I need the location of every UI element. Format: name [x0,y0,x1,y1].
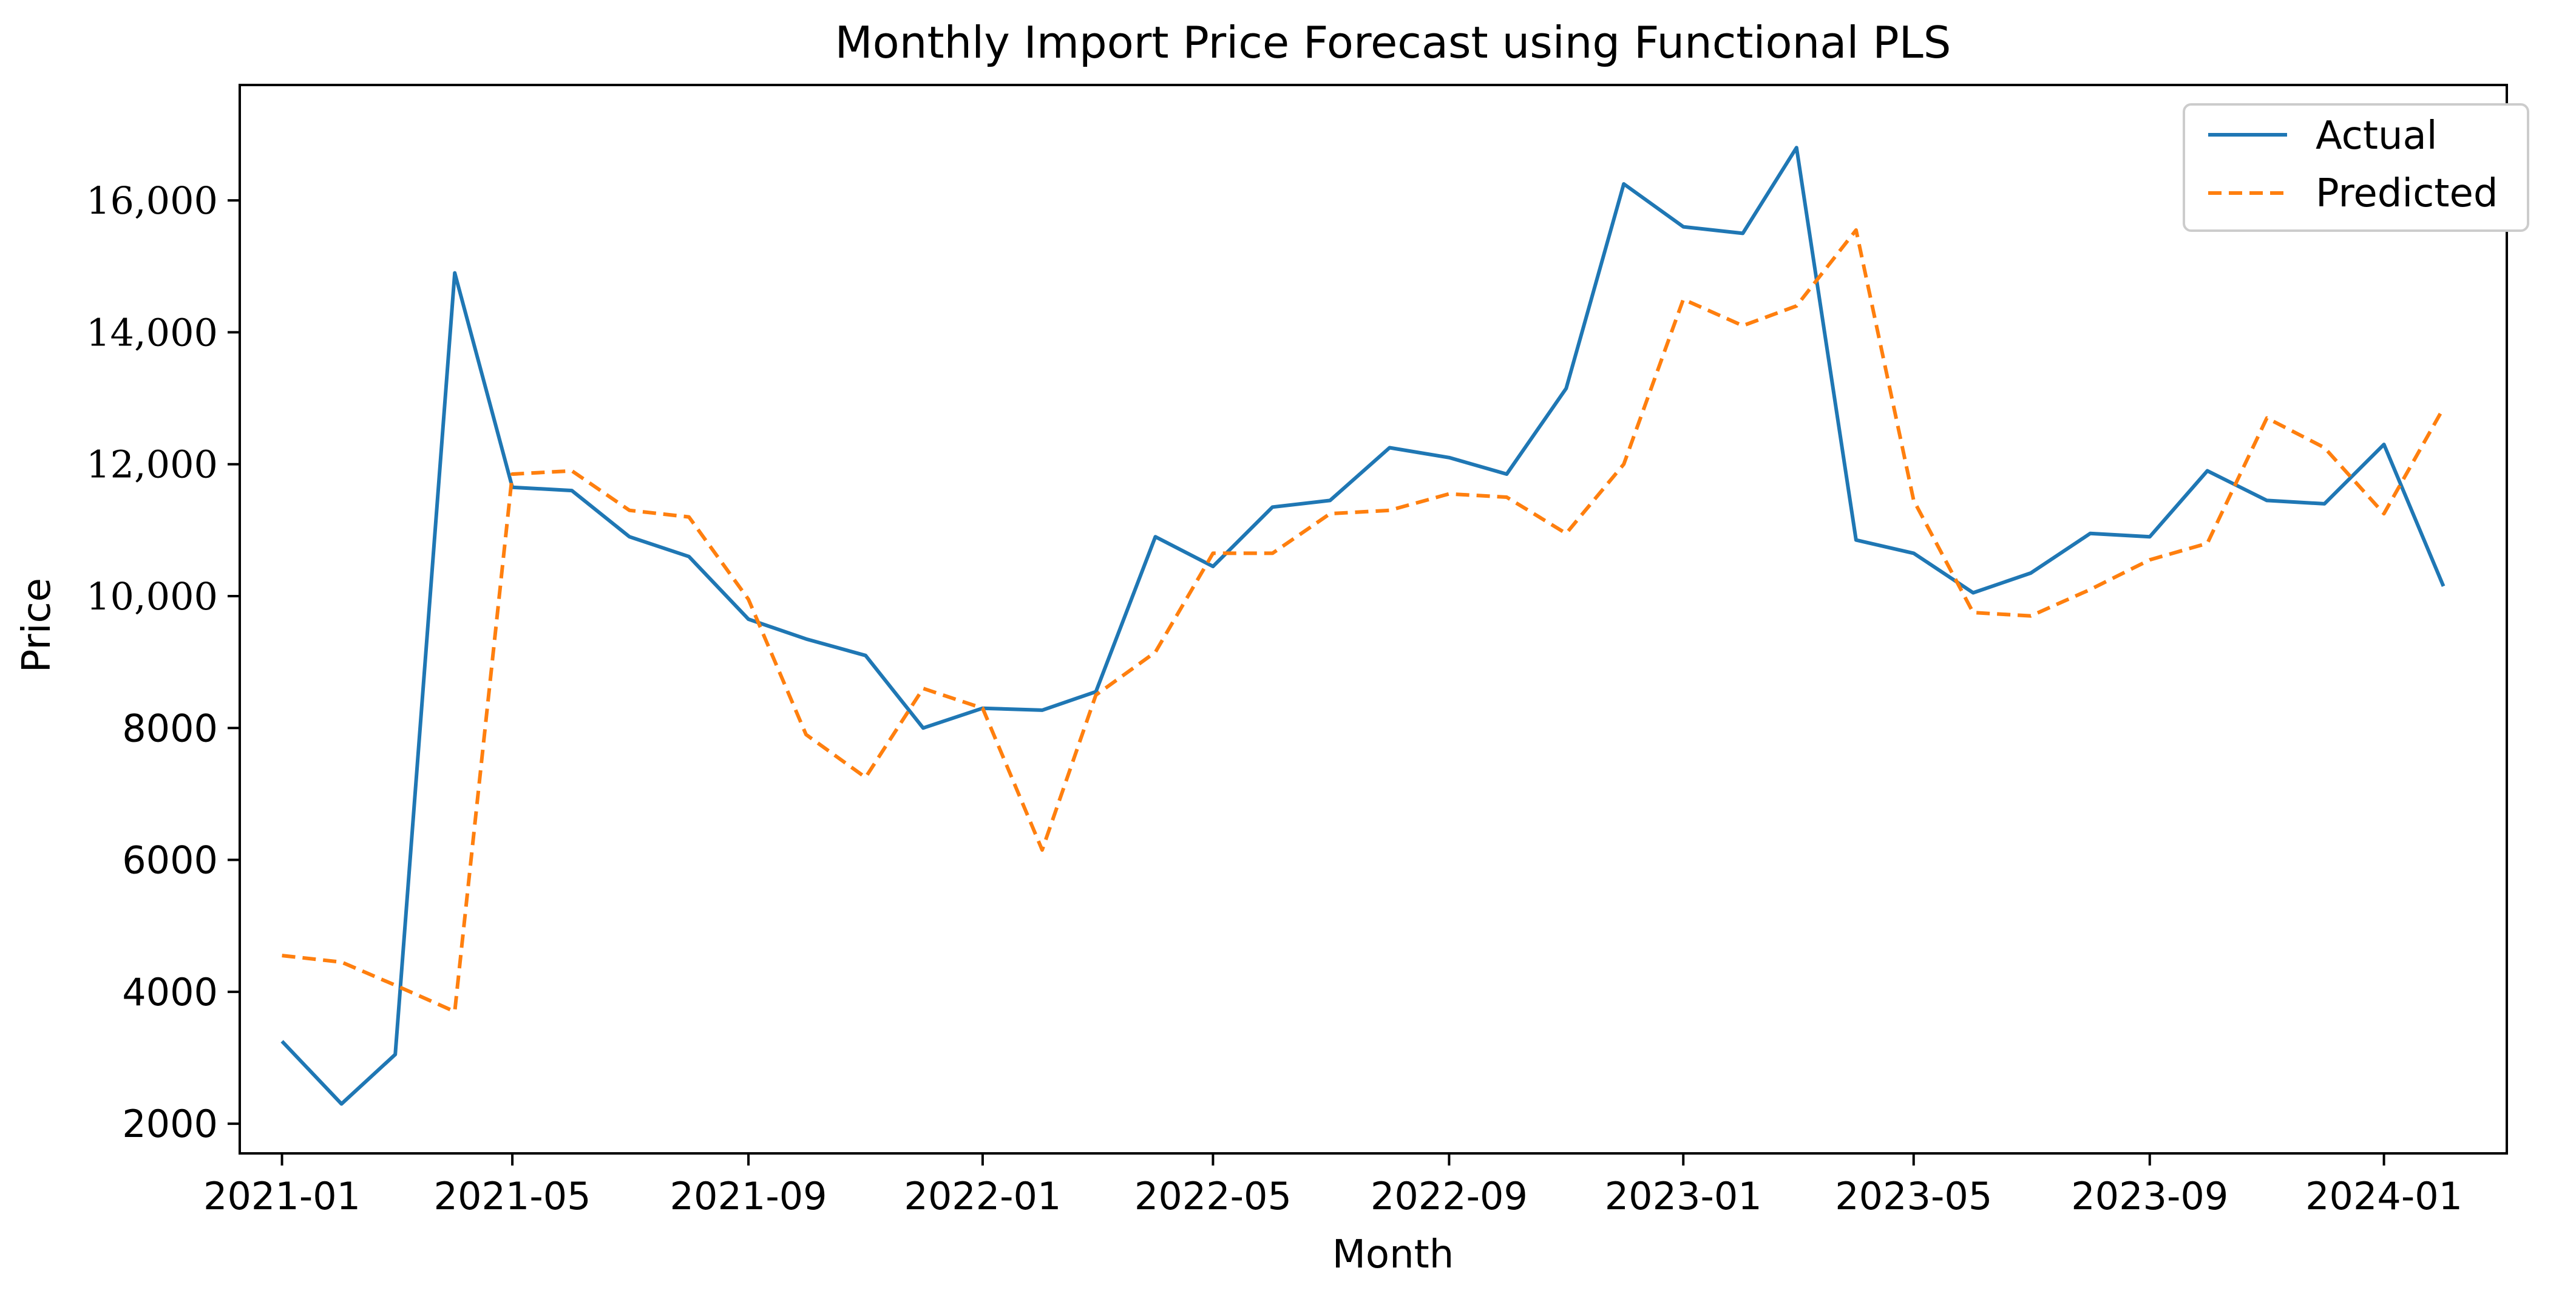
y-tick-label: 6000 [122,838,218,883]
legend: Actual Predicted [2183,103,2529,232]
series-line-actual [280,146,2446,1106]
y-tick-label: 12,000 [86,443,218,487]
x-tick-label: 2023-01 [1605,1174,1762,1218]
series-line-predicted [282,228,2446,1014]
y-tick-label: 14,000 [86,310,218,355]
legend-label-actual: Actual [2316,114,2438,158]
x-tick-label: 2022-05 [1134,1174,1292,1218]
x-tick-label: 2021-09 [670,1174,827,1218]
x-tick-label: 2023-09 [2071,1174,2228,1218]
y-tick-label: 2000 [122,1102,218,1146]
plot-area: 2000 4000 6000 8000 10,000 12,000 14,000 16,000… [86,146,2462,1218]
x-tick-label: 2022-01 [904,1174,1061,1218]
y-tick-label: 4000 [122,970,218,1014]
x-tick-label: 2021-05 [434,1174,591,1218]
x-tick-label: 2021-01 [203,1174,361,1218]
legend-label-predicted: Predicted [2316,171,2498,216]
y-tick-label: 8000 [122,706,218,750]
y-axis-label: Price [15,578,59,673]
y-tick-label: 10,000 [86,574,218,619]
x-tick-label: 2022-09 [1371,1174,1528,1218]
x-tick-label: 2023-05 [1835,1174,1992,1218]
plot-frame [239,84,2508,1155]
x-axis-label: Month [1332,1232,1454,1277]
y-tick-label: 16,000 [86,178,218,223]
x-tick-label: 2024-01 [2305,1174,2462,1218]
chart-title: Monthly Import Price Forecast using Func… [835,17,1951,68]
